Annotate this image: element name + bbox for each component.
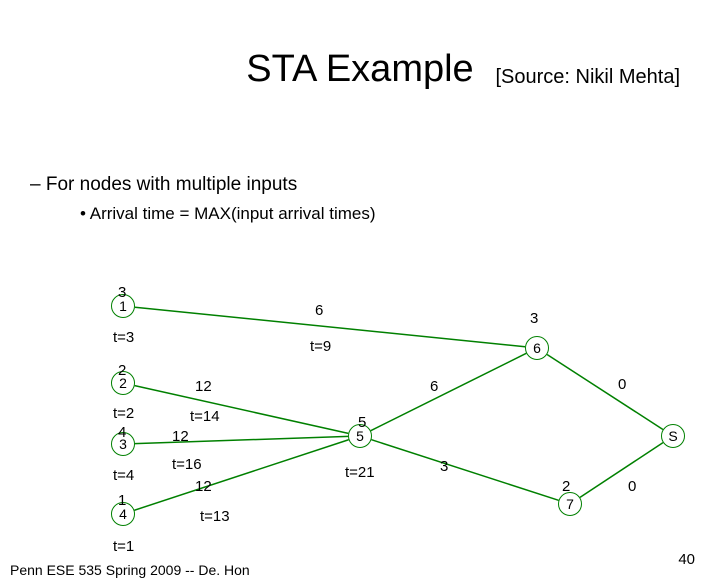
diagram-label: t=13 — [200, 508, 230, 525]
edge — [135, 386, 349, 434]
diagram-label: 3 — [440, 458, 448, 475]
edge — [371, 440, 558, 501]
diagram-label: t=3 — [113, 329, 134, 346]
diagram-label: 3 — [530, 310, 538, 327]
diagram-label: 2 — [118, 362, 126, 379]
diagram-label: t=14 — [190, 408, 220, 425]
diagram-container: 1234567S3t=32t=24t=41t=16t=912t=1412t=16… — [0, 48, 720, 588]
edge — [134, 440, 348, 510]
graph-node: S — [661, 424, 685, 448]
diagram-label: 2 — [562, 478, 570, 495]
diagram-label: t=2 — [113, 405, 134, 422]
edges-svg — [0, 48, 720, 588]
diagram-label: t=9 — [310, 338, 331, 355]
diagram-label: t=16 — [172, 456, 202, 473]
diagram-label: 4 — [118, 424, 126, 441]
footer-text: Penn ESE 535 Spring 2009 -- De. Hon — [10, 562, 250, 578]
diagram-label: 12 — [195, 478, 212, 495]
diagram-label: 0 — [618, 376, 626, 393]
edge — [580, 443, 663, 498]
diagram-label: 12 — [172, 428, 189, 445]
diagram-label: 6 — [430, 378, 438, 395]
diagram-label: 3 — [118, 284, 126, 301]
graph-node: 6 — [525, 336, 549, 360]
diagram-label: 5 — [358, 414, 366, 431]
diagram-label: 1 — [118, 492, 126, 509]
diagram-label: 6 — [315, 302, 323, 319]
diagram-label: t=21 — [345, 464, 375, 481]
diagram-label: 12 — [195, 378, 212, 395]
diagram-label: t=1 — [113, 538, 134, 555]
slide-number: 40 — [678, 551, 695, 568]
graph-node: 7 — [558, 492, 582, 516]
diagram-label: t=4 — [113, 467, 134, 484]
diagram-label: 0 — [628, 478, 636, 495]
edge — [135, 436, 348, 443]
edge — [547, 355, 663, 430]
edge — [371, 353, 527, 430]
